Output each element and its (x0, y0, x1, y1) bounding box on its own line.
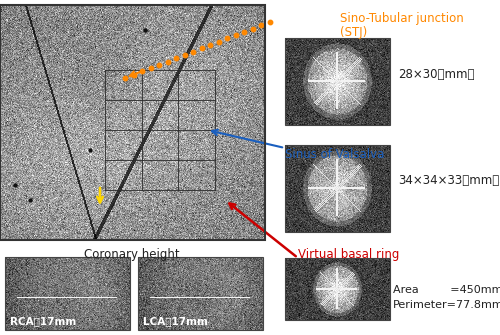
Text: Perimeter=77.8mm: Perimeter=77.8mm (393, 300, 500, 310)
Text: 34×34×33（mm）: 34×34×33（mm） (398, 174, 499, 187)
Text: RCA：17mm: RCA：17mm (10, 316, 76, 326)
Text: Coronary height: Coronary height (84, 248, 180, 261)
Bar (0, 5, 265, 240)
Text: 28×30（mm）: 28×30（mm） (398, 68, 474, 81)
Text: Sino-Tubular junction: Sino-Tubular junction (340, 12, 464, 25)
Text: LCA：17mm: LCA：17mm (143, 316, 208, 326)
Text: Sinus of Valsalva: Sinus of Valsalva (285, 148, 384, 161)
Text: (STJ): (STJ) (340, 26, 367, 39)
Bar (138, 257, 263, 330)
Bar (5, 257, 130, 330)
Bar (285, 258, 390, 320)
Bar (285, 145, 390, 232)
Bar (285, 38, 390, 125)
Text: Virtual basal ring: Virtual basal ring (298, 248, 400, 261)
Text: Area         =450mm²: Area =450mm² (393, 285, 500, 295)
